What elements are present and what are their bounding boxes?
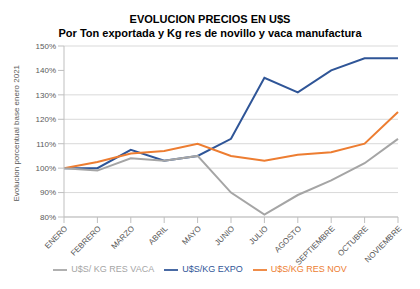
svg-text:ABRIL: ABRIL xyxy=(147,224,170,247)
svg-text:MAYO: MAYO xyxy=(180,224,203,247)
svg-text:90%: 90% xyxy=(40,188,56,197)
svg-text:100%: 100% xyxy=(36,164,56,173)
svg-text:150%: 150% xyxy=(36,42,56,51)
svg-text:Evolucion porcentual base ener: Evolucion porcentual base enero 2021 xyxy=(12,64,21,201)
svg-text:JULIO: JULIO xyxy=(247,224,269,246)
svg-text:110%: 110% xyxy=(36,140,56,149)
svg-text:AGOSTO: AGOSTO xyxy=(273,224,303,254)
svg-text:80%: 80% xyxy=(40,213,56,222)
svg-text:JUNIO: JUNIO xyxy=(213,224,236,247)
html-text:U$S/ KG RES VACA: U$S/ KG RES VACA xyxy=(71,264,155,275)
svg-text:140%: 140% xyxy=(36,66,56,75)
svg-text:NOVIEMBRE: NOVIEMBRE xyxy=(363,224,403,264)
html-text:U$S/KG RES NOV: U$S/KG RES NOV xyxy=(270,264,347,275)
svg-text:120%: 120% xyxy=(36,115,56,124)
html-text:EVOLUCION PRECIOS EN U$S: EVOLUCION PRECIOS EN U$S xyxy=(129,13,291,25)
svg-text:FEBRERO: FEBRERO xyxy=(69,224,103,258)
html-text:Por Ton exportada y Kg res de: Por Ton exportada y Kg res de novillo y … xyxy=(58,27,362,39)
svg-text:SEPTIEMBRE: SEPTIEMBRE xyxy=(294,224,337,267)
svg-text:ENERO: ENERO xyxy=(43,224,69,250)
svg-text:MARZO: MARZO xyxy=(109,224,136,251)
html-text:U$S/KG EXPO: U$S/KG EXPO xyxy=(182,264,243,275)
svg-text:OCTUBRE: OCTUBRE xyxy=(336,224,370,258)
svg-text:130%: 130% xyxy=(36,91,56,100)
